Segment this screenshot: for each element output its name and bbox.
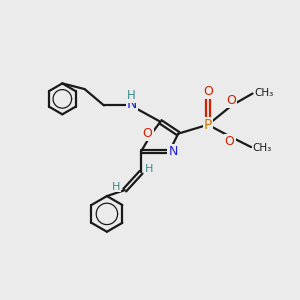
Text: H: H [145, 164, 154, 174]
Text: H: H [112, 182, 121, 192]
Text: N: N [127, 97, 137, 111]
Text: O: O [226, 94, 236, 107]
Text: CH₃: CH₃ [254, 88, 273, 98]
Text: H: H [127, 89, 136, 102]
Text: O: O [203, 85, 213, 98]
Text: O: O [225, 135, 235, 148]
Text: CH₃: CH₃ [253, 142, 272, 153]
Text: N: N [169, 145, 178, 158]
Text: O: O [143, 127, 153, 140]
Text: P: P [204, 118, 212, 132]
